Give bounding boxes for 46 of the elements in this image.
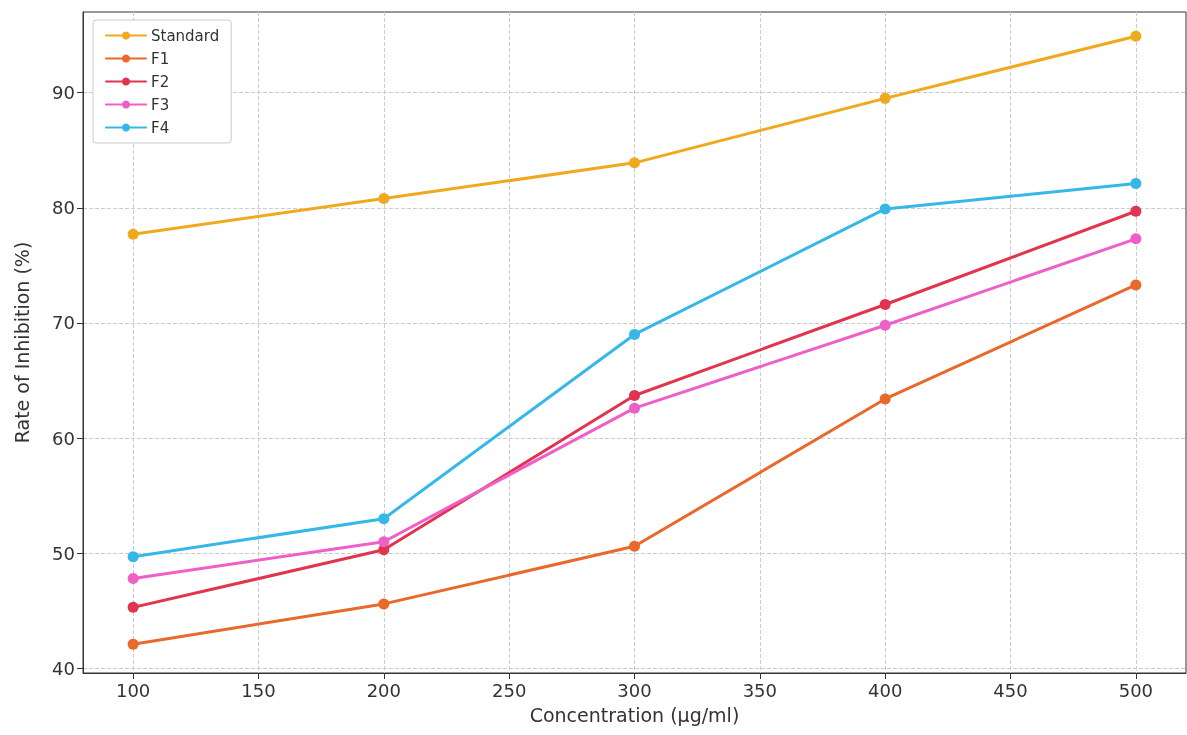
legend-label: F1: [151, 49, 170, 68]
y-tick-label: 50: [52, 542, 75, 564]
x-tick-label: 400: [868, 679, 903, 701]
point: [629, 157, 640, 169]
point: [127, 228, 139, 240]
point: [378, 513, 390, 525]
point: [1130, 205, 1142, 217]
point: [879, 203, 891, 215]
point: [629, 540, 640, 552]
legend-label: F4: [151, 118, 170, 137]
point: [378, 193, 390, 205]
point: [879, 319, 891, 331]
y-tick-label: 60: [52, 427, 75, 449]
x-tick-label: 500: [1118, 679, 1154, 701]
legend-label: F2: [151, 72, 170, 91]
point: [1130, 178, 1142, 190]
point: [1130, 279, 1142, 291]
point: [629, 328, 640, 340]
x-tick-label: 250: [491, 679, 527, 701]
y-tick-label: 40: [52, 657, 75, 679]
legend-label: F3: [151, 95, 170, 114]
x-tick-label: 150: [241, 679, 276, 701]
point: [378, 536, 390, 548]
point: [127, 551, 139, 563]
point: [879, 92, 891, 104]
legend-label: Standard: [151, 26, 220, 45]
point: [127, 601, 139, 613]
x-tick-label: 200: [366, 679, 401, 701]
y-tick-label: 80: [52, 197, 75, 219]
x-tick-label: 350: [742, 679, 778, 701]
point: [879, 393, 891, 405]
x-tick-label: 100: [115, 679, 151, 701]
point: [879, 299, 891, 310]
y-tick-label: 70: [52, 312, 75, 334]
point: [127, 638, 139, 650]
point: [1130, 30, 1142, 42]
point: [629, 402, 640, 414]
point: [378, 598, 390, 610]
x-tick-label: 300: [617, 679, 652, 701]
point: [127, 573, 139, 585]
y-axis-title: Rate of Inhibition (%): [10, 241, 33, 444]
x-tick-label: 450: [993, 679, 1028, 701]
point: [1130, 233, 1142, 245]
x-axis-title: Concentration (µg/ml): [529, 703, 740, 726]
point: [629, 389, 640, 401]
y-tick-label: 90: [52, 82, 75, 104]
